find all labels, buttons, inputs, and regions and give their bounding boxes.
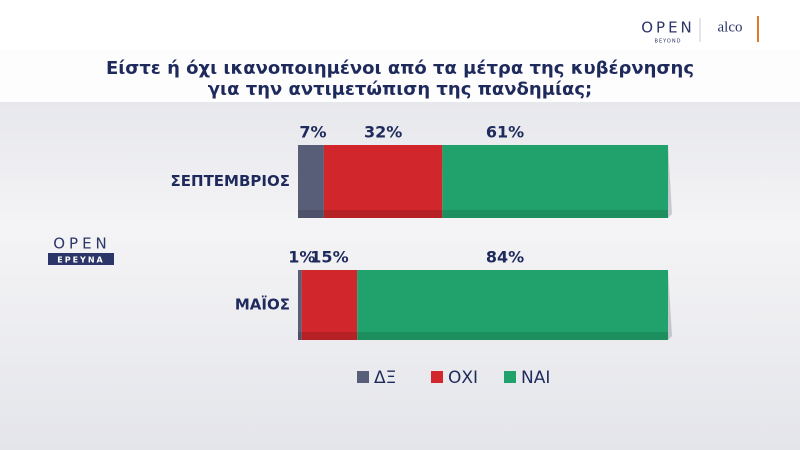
bar-segment xyxy=(301,270,358,340)
value-label: 32% xyxy=(364,123,402,142)
bar-shade xyxy=(298,332,302,340)
logo-open: OPEN xyxy=(53,235,111,253)
bar-shade xyxy=(298,210,324,218)
category-label: ΜΑΪΟΣ xyxy=(235,295,290,314)
legend-label: ΔΞ xyxy=(374,368,396,388)
value-label: 84% xyxy=(486,248,524,267)
bar-segment xyxy=(298,270,302,340)
logo-beyond: BEYOND xyxy=(655,39,682,45)
value-label: 61% xyxy=(486,123,524,142)
value-label: 15% xyxy=(310,248,348,267)
bar-segment xyxy=(323,145,443,218)
bar-shade xyxy=(323,210,443,218)
legend-swatch xyxy=(357,371,369,383)
chart-title: για την αντιμετώπιση της πανδημίας; xyxy=(208,79,592,100)
bar-segment xyxy=(442,145,668,218)
header-band xyxy=(0,0,800,50)
logo-research: ΕΡΕΥΝΑ xyxy=(57,256,104,265)
bar-segment xyxy=(298,145,324,218)
legend-label: ΝΑΙ xyxy=(521,368,550,388)
legend-swatch xyxy=(431,371,443,383)
chart-title: Είστε ή όχι ικανοποιημένοι από τα μέτρα … xyxy=(106,58,694,79)
logo-alco: alco xyxy=(718,19,743,35)
logo-open: OPEN xyxy=(641,19,695,37)
bar-segment xyxy=(357,270,668,340)
bar-shade xyxy=(357,332,668,340)
value-label: 7% xyxy=(299,123,326,142)
legend-swatch xyxy=(504,371,516,383)
category-label: ΣΕΠΤΕΜΒΡΙΟΣ xyxy=(171,172,290,190)
title-band xyxy=(0,50,800,102)
bar-shade xyxy=(301,332,358,340)
legend-label: ΟΧΙ xyxy=(448,368,478,388)
bar-shade xyxy=(442,210,668,218)
logo-research-band xyxy=(48,253,114,265)
value-label: 1% xyxy=(288,248,315,267)
